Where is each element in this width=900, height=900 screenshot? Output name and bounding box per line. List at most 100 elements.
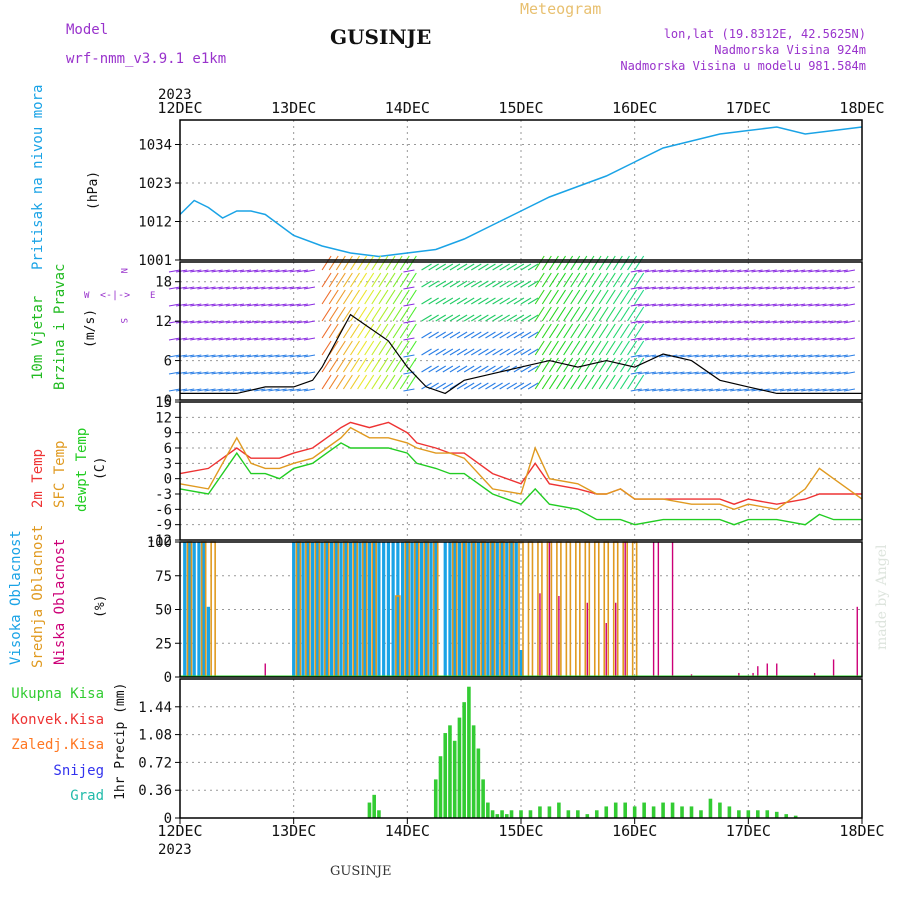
wind-arrow	[598, 340, 609, 356]
wind-arrow	[328, 306, 339, 322]
wind-arrow	[499, 365, 510, 373]
wind-arrow	[449, 365, 461, 373]
y-tick-label: 1001	[138, 253, 172, 269]
wind-arrow	[275, 320, 287, 324]
wind-arrow	[261, 269, 273, 273]
wind-arrow	[463, 263, 475, 271]
wind-arrow	[694, 269, 706, 273]
wind-arrow	[520, 263, 532, 271]
wind-arrow	[364, 255, 375, 271]
wind-arrow	[779, 320, 792, 324]
cloud-mid-bar	[210, 541, 216, 677]
panel-frame	[179, 401, 863, 541]
wind-arrow	[449, 348, 461, 356]
wind-arrow	[605, 306, 616, 322]
cloud-high-bar	[377, 542, 381, 677]
wind-arrow	[435, 297, 447, 305]
wind-arrow	[421, 280, 432, 288]
wind-arrow	[584, 323, 595, 339]
wind-arrow	[435, 382, 447, 390]
wind-arrow	[637, 371, 649, 375]
wind-arrow	[428, 297, 439, 305]
cloud-high-bar	[197, 542, 201, 677]
wind-arrow	[428, 331, 439, 339]
precip-bar	[509, 810, 514, 818]
wind-arrow	[843, 269, 855, 273]
wind-arrow	[378, 374, 389, 390]
wind-arrow	[168, 269, 181, 273]
wind-arrow	[303, 303, 316, 307]
wind-arrow	[435, 280, 447, 288]
wind-arrow	[829, 337, 841, 341]
wind-arrow	[772, 371, 784, 375]
wind-arrow	[730, 337, 742, 341]
wind-arrow	[666, 286, 678, 290]
panel-frame	[179, 119, 863, 261]
y-tick-label: 12	[155, 314, 172, 330]
wind-arrow	[449, 263, 461, 271]
wind-arrow	[328, 289, 339, 305]
y-tick-label: 12	[155, 410, 172, 426]
wind-arrow	[822, 388, 834, 392]
wind-arrow	[385, 255, 396, 271]
wind-arrow	[786, 388, 799, 392]
wind-arrow	[218, 320, 230, 324]
wind-arrow	[772, 269, 784, 273]
time-label-bottom: 17DEC	[726, 822, 771, 840]
wind-arrow	[634, 255, 645, 271]
wind-arrow	[701, 371, 713, 375]
wind-arrow	[541, 255, 552, 271]
wind-arrow	[765, 269, 777, 273]
wind-arrow	[478, 314, 489, 322]
wind-arrow	[456, 382, 468, 390]
precip-bar	[462, 702, 466, 818]
wind-dir-w: W	[84, 291, 90, 301]
wind-arrow	[499, 331, 510, 339]
wind-arrow	[499, 348, 510, 356]
wind-arrow	[637, 354, 649, 358]
wind-arrow	[478, 297, 489, 305]
model-elevation-text: Nadmorska Visina u modelu 981.584m	[620, 59, 866, 73]
cloud-low-bar	[615, 602, 617, 677]
wind-arrow	[659, 337, 671, 341]
wind-arrow	[218, 337, 230, 341]
y-tick-label: 0.36	[138, 783, 172, 799]
wind-arrow	[808, 320, 820, 324]
time-label-top: 15DEC	[498, 99, 543, 117]
wind-arrow	[247, 371, 259, 375]
wind-arrow	[758, 371, 770, 375]
precip-bar	[377, 810, 381, 818]
wind-arrow	[204, 371, 216, 375]
wind-arrow	[843, 354, 855, 358]
temp-dewpt-line	[179, 442, 862, 526]
wind-arrow	[247, 337, 259, 341]
cloud-low-bar	[813, 672, 816, 677]
precip-bar	[490, 810, 495, 818]
wind-arrow	[570, 340, 581, 356]
cloud-high-bar	[419, 542, 424, 677]
wind-arrow	[801, 337, 813, 341]
wind-arrow	[673, 388, 685, 392]
wind-arrow	[335, 272, 346, 288]
wind-arrow	[666, 269, 678, 273]
cloud-high-bar	[187, 542, 192, 677]
wind-arrow	[744, 337, 756, 341]
wind-arrow	[428, 263, 439, 271]
wind-arrow	[321, 255, 332, 271]
wind-arrow	[541, 340, 552, 356]
cloud-low-bar	[605, 623, 607, 677]
time-label-top: 17DEC	[726, 99, 771, 117]
cloud-high-bar	[292, 542, 296, 677]
wind-arrow	[470, 382, 482, 390]
cloud-high-bar	[400, 542, 405, 677]
wind-arrow	[730, 269, 742, 273]
wind-arrow	[644, 286, 657, 290]
y-tick-label: 6	[164, 441, 172, 457]
wind-arrow	[261, 388, 273, 392]
precip-bar	[613, 802, 618, 818]
wind-arrow	[218, 286, 230, 290]
wind-label-2: Brzina i Pravac	[52, 264, 68, 390]
wind-arrow	[342, 374, 353, 390]
wind-arrow	[190, 286, 202, 290]
wind-arrow	[751, 354, 763, 358]
